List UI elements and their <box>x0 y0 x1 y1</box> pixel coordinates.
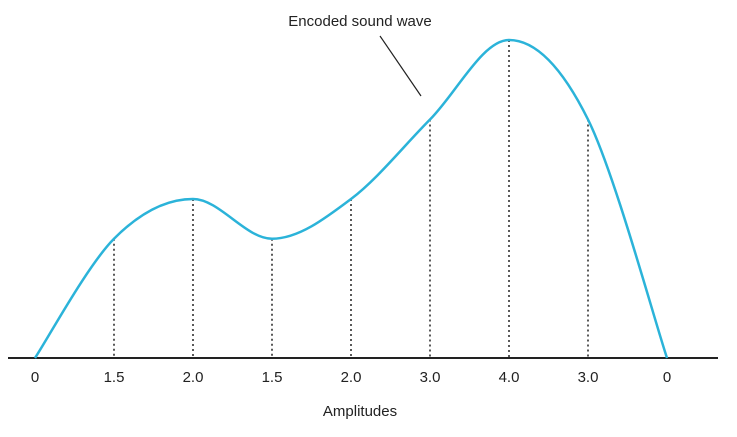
amplitude-label: 3.0 <box>420 369 441 386</box>
amplitude-label: 2.0 <box>183 369 204 386</box>
annotation: Encoded sound wave <box>288 13 431 30</box>
amplitude-label: 1.5 <box>262 369 283 386</box>
sound-wave <box>33 38 669 359</box>
x-axis-label: Amplitudes <box>323 403 397 420</box>
amplitude-label: 0 <box>663 369 671 386</box>
amplitude-label: 0 <box>31 369 39 386</box>
amplitude-label: 4.0 <box>499 369 520 386</box>
amplitude-label: 2.0 <box>341 369 362 386</box>
leader-line <box>379 35 422 97</box>
amplitude-label: 1.5 <box>104 369 125 386</box>
amplitude-label: 3.0 <box>578 369 599 386</box>
